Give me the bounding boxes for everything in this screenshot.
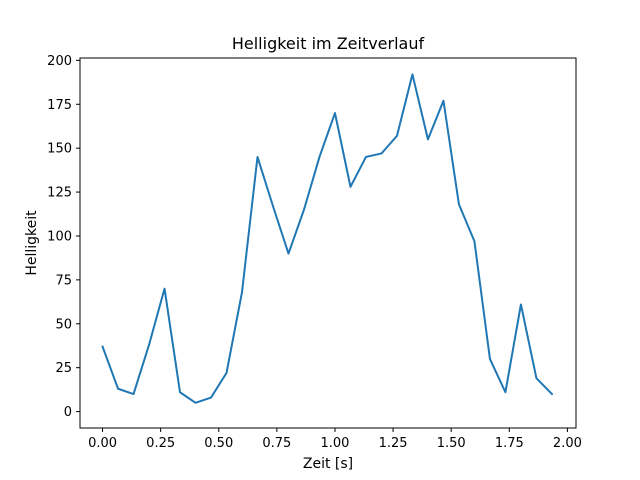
y-axis-label: Helligkeit (24, 210, 40, 276)
y-tick-label: 0 (64, 405, 72, 420)
x-tick-label: 0.50 (204, 436, 233, 451)
x-tick-label: 1.75 (495, 436, 524, 451)
y-tick-label: 200 (47, 54, 72, 69)
y-tick-label: 100 (47, 229, 72, 244)
y-axis: 0 25 50 75 100 125 150 175 200 (47, 54, 80, 420)
plot-area (101, 73, 554, 404)
series-line-0 (101, 73, 554, 404)
x-tick-label: 1.50 (437, 436, 466, 451)
y-tick-label: 150 (47, 142, 72, 157)
y-tick-label: 75 (55, 273, 72, 288)
y-tick-label: 125 (47, 186, 72, 201)
x-tick-label: 2.00 (553, 436, 582, 451)
x-axis: 0.00 0.25 0.50 0.75 1.00 1.25 1.50 1.75 2.00 (88, 428, 582, 451)
plot-frame (79, 57, 577, 429)
y-tick-label: 50 (55, 317, 72, 332)
y-tick-label: 25 (55, 361, 72, 376)
x-tick-label: 1.25 (379, 436, 408, 451)
x-axis-label: Zeit [s] (303, 456, 353, 472)
chart-title: Helligkeit im Zeitverlauf (232, 34, 425, 53)
x-tick-label: 0.75 (262, 436, 291, 451)
x-tick-label: 1.00 (320, 436, 349, 451)
x-tick-label: 0.25 (146, 436, 175, 451)
x-tick-label: 0.00 (88, 436, 117, 451)
y-tick-label: 175 (47, 98, 72, 113)
